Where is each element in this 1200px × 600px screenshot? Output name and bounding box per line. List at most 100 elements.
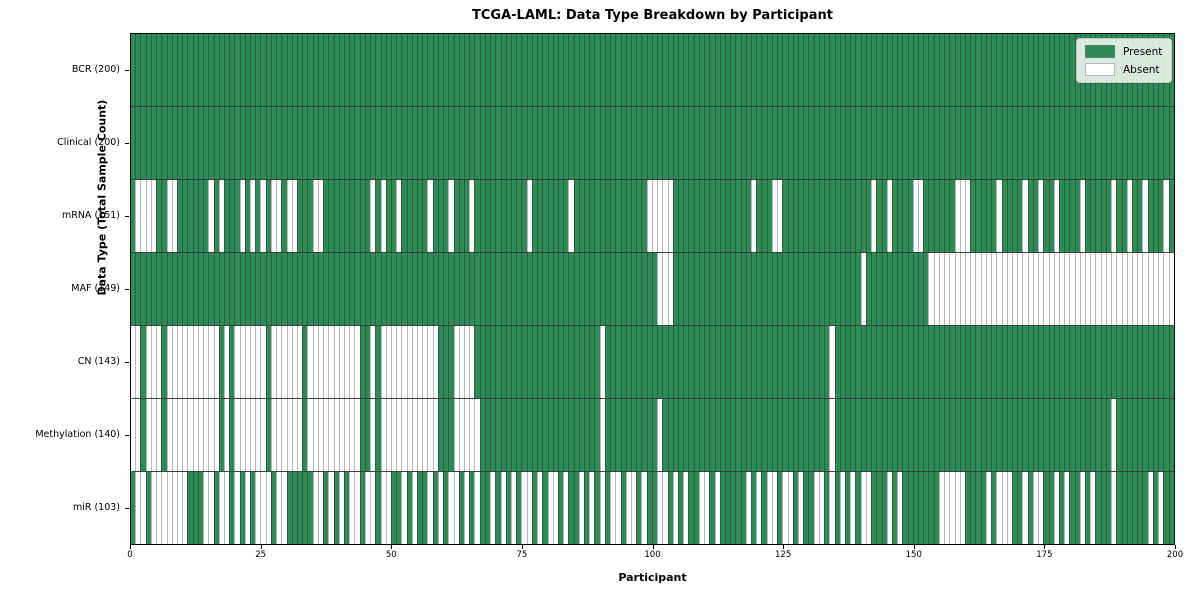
present-cell [1006, 34, 1012, 106]
absent-cell [281, 399, 287, 471]
absent-cell [312, 472, 318, 544]
present-cell [980, 472, 986, 544]
present-cell [594, 326, 600, 398]
present-cell [641, 107, 647, 179]
present-cell [688, 180, 694, 252]
present-cell [432, 107, 438, 179]
absent-cell [965, 253, 971, 325]
absent-cell [818, 472, 825, 544]
present-cell [166, 253, 172, 325]
absent-cell [411, 326, 418, 398]
present-cell [798, 253, 804, 325]
absent-cell [156, 326, 162, 398]
present-cell [604, 399, 611, 471]
absent-cell [1058, 253, 1065, 325]
present-cell [375, 180, 381, 252]
present-cell [636, 253, 642, 325]
present-cell [270, 472, 277, 544]
present-cell [1058, 399, 1065, 471]
absent-cell [912, 180, 919, 252]
present-cell [375, 253, 381, 325]
absent-cell [223, 326, 230, 398]
present-cell [803, 253, 809, 325]
present-cell [474, 107, 480, 179]
present-cell [636, 399, 642, 471]
present-cell [724, 180, 731, 252]
present-cell [881, 326, 887, 398]
present-cell [1074, 326, 1080, 398]
present-cell [516, 253, 522, 325]
absent-cell [1142, 253, 1148, 325]
absent-cell [464, 399, 470, 471]
x-tick-mark [260, 545, 262, 549]
present-cell [677, 253, 684, 325]
present-cell [844, 107, 851, 179]
absent-cell [756, 472, 762, 544]
present-cell [401, 34, 407, 106]
absent-cell [1163, 180, 1169, 252]
present-cell [526, 326, 532, 398]
absent-cell [563, 472, 569, 544]
present-cell [604, 326, 611, 398]
y-tick-mark [125, 508, 129, 510]
present-cell [615, 107, 621, 179]
absent-cell [782, 472, 788, 544]
present-cell [229, 326, 235, 398]
present-cell [1027, 180, 1033, 252]
present-cell [479, 472, 485, 544]
present-cell [448, 399, 454, 471]
absent-cell [171, 472, 177, 544]
present-cell [255, 107, 261, 179]
present-cell [510, 34, 517, 106]
present-cell [792, 107, 798, 179]
absent-cell [197, 326, 204, 398]
present-cell [542, 472, 548, 544]
present-cell [761, 34, 767, 106]
present-cell [782, 107, 788, 179]
absent-cell [354, 472, 360, 544]
present-cell [568, 472, 574, 544]
present-cell [354, 180, 360, 252]
present-cell [724, 253, 731, 325]
present-cell [787, 34, 793, 106]
present-cell [140, 399, 146, 471]
present-cell [1048, 399, 1054, 471]
present-cell [417, 253, 423, 325]
absent-cell [1032, 472, 1039, 544]
present-cell [443, 399, 449, 471]
present-cell [798, 34, 804, 106]
absent-cell [672, 472, 678, 544]
present-cell [223, 34, 230, 106]
present-cell [1105, 107, 1112, 179]
present-cell [531, 399, 538, 471]
present-cell [156, 180, 162, 252]
present-cell [808, 180, 814, 252]
absent-cell [1038, 180, 1044, 252]
present-cell [751, 34, 757, 106]
present-cell [578, 399, 585, 471]
present-cell [631, 107, 637, 179]
present-cell [338, 253, 344, 325]
present-cell [912, 326, 919, 398]
present-cell [1079, 326, 1086, 398]
absent-cell [427, 180, 433, 252]
absent-cell [166, 472, 172, 544]
present-cell [484, 399, 491, 471]
present-cell [818, 399, 825, 471]
present-cell [698, 34, 705, 106]
absent-cell [526, 180, 532, 252]
present-cell [991, 399, 997, 471]
present-cell [724, 326, 731, 398]
present-cell [516, 107, 522, 179]
x-tick-mark [652, 545, 654, 549]
present-cell [182, 180, 188, 252]
present-cell [782, 180, 788, 252]
absent-cell [1158, 253, 1164, 325]
present-cell [448, 253, 454, 325]
present-cell [260, 34, 266, 106]
present-cell [437, 399, 444, 471]
present-cell [474, 180, 480, 252]
absent-cell [135, 472, 141, 544]
present-cell [985, 34, 992, 106]
present-cell [985, 326, 992, 398]
